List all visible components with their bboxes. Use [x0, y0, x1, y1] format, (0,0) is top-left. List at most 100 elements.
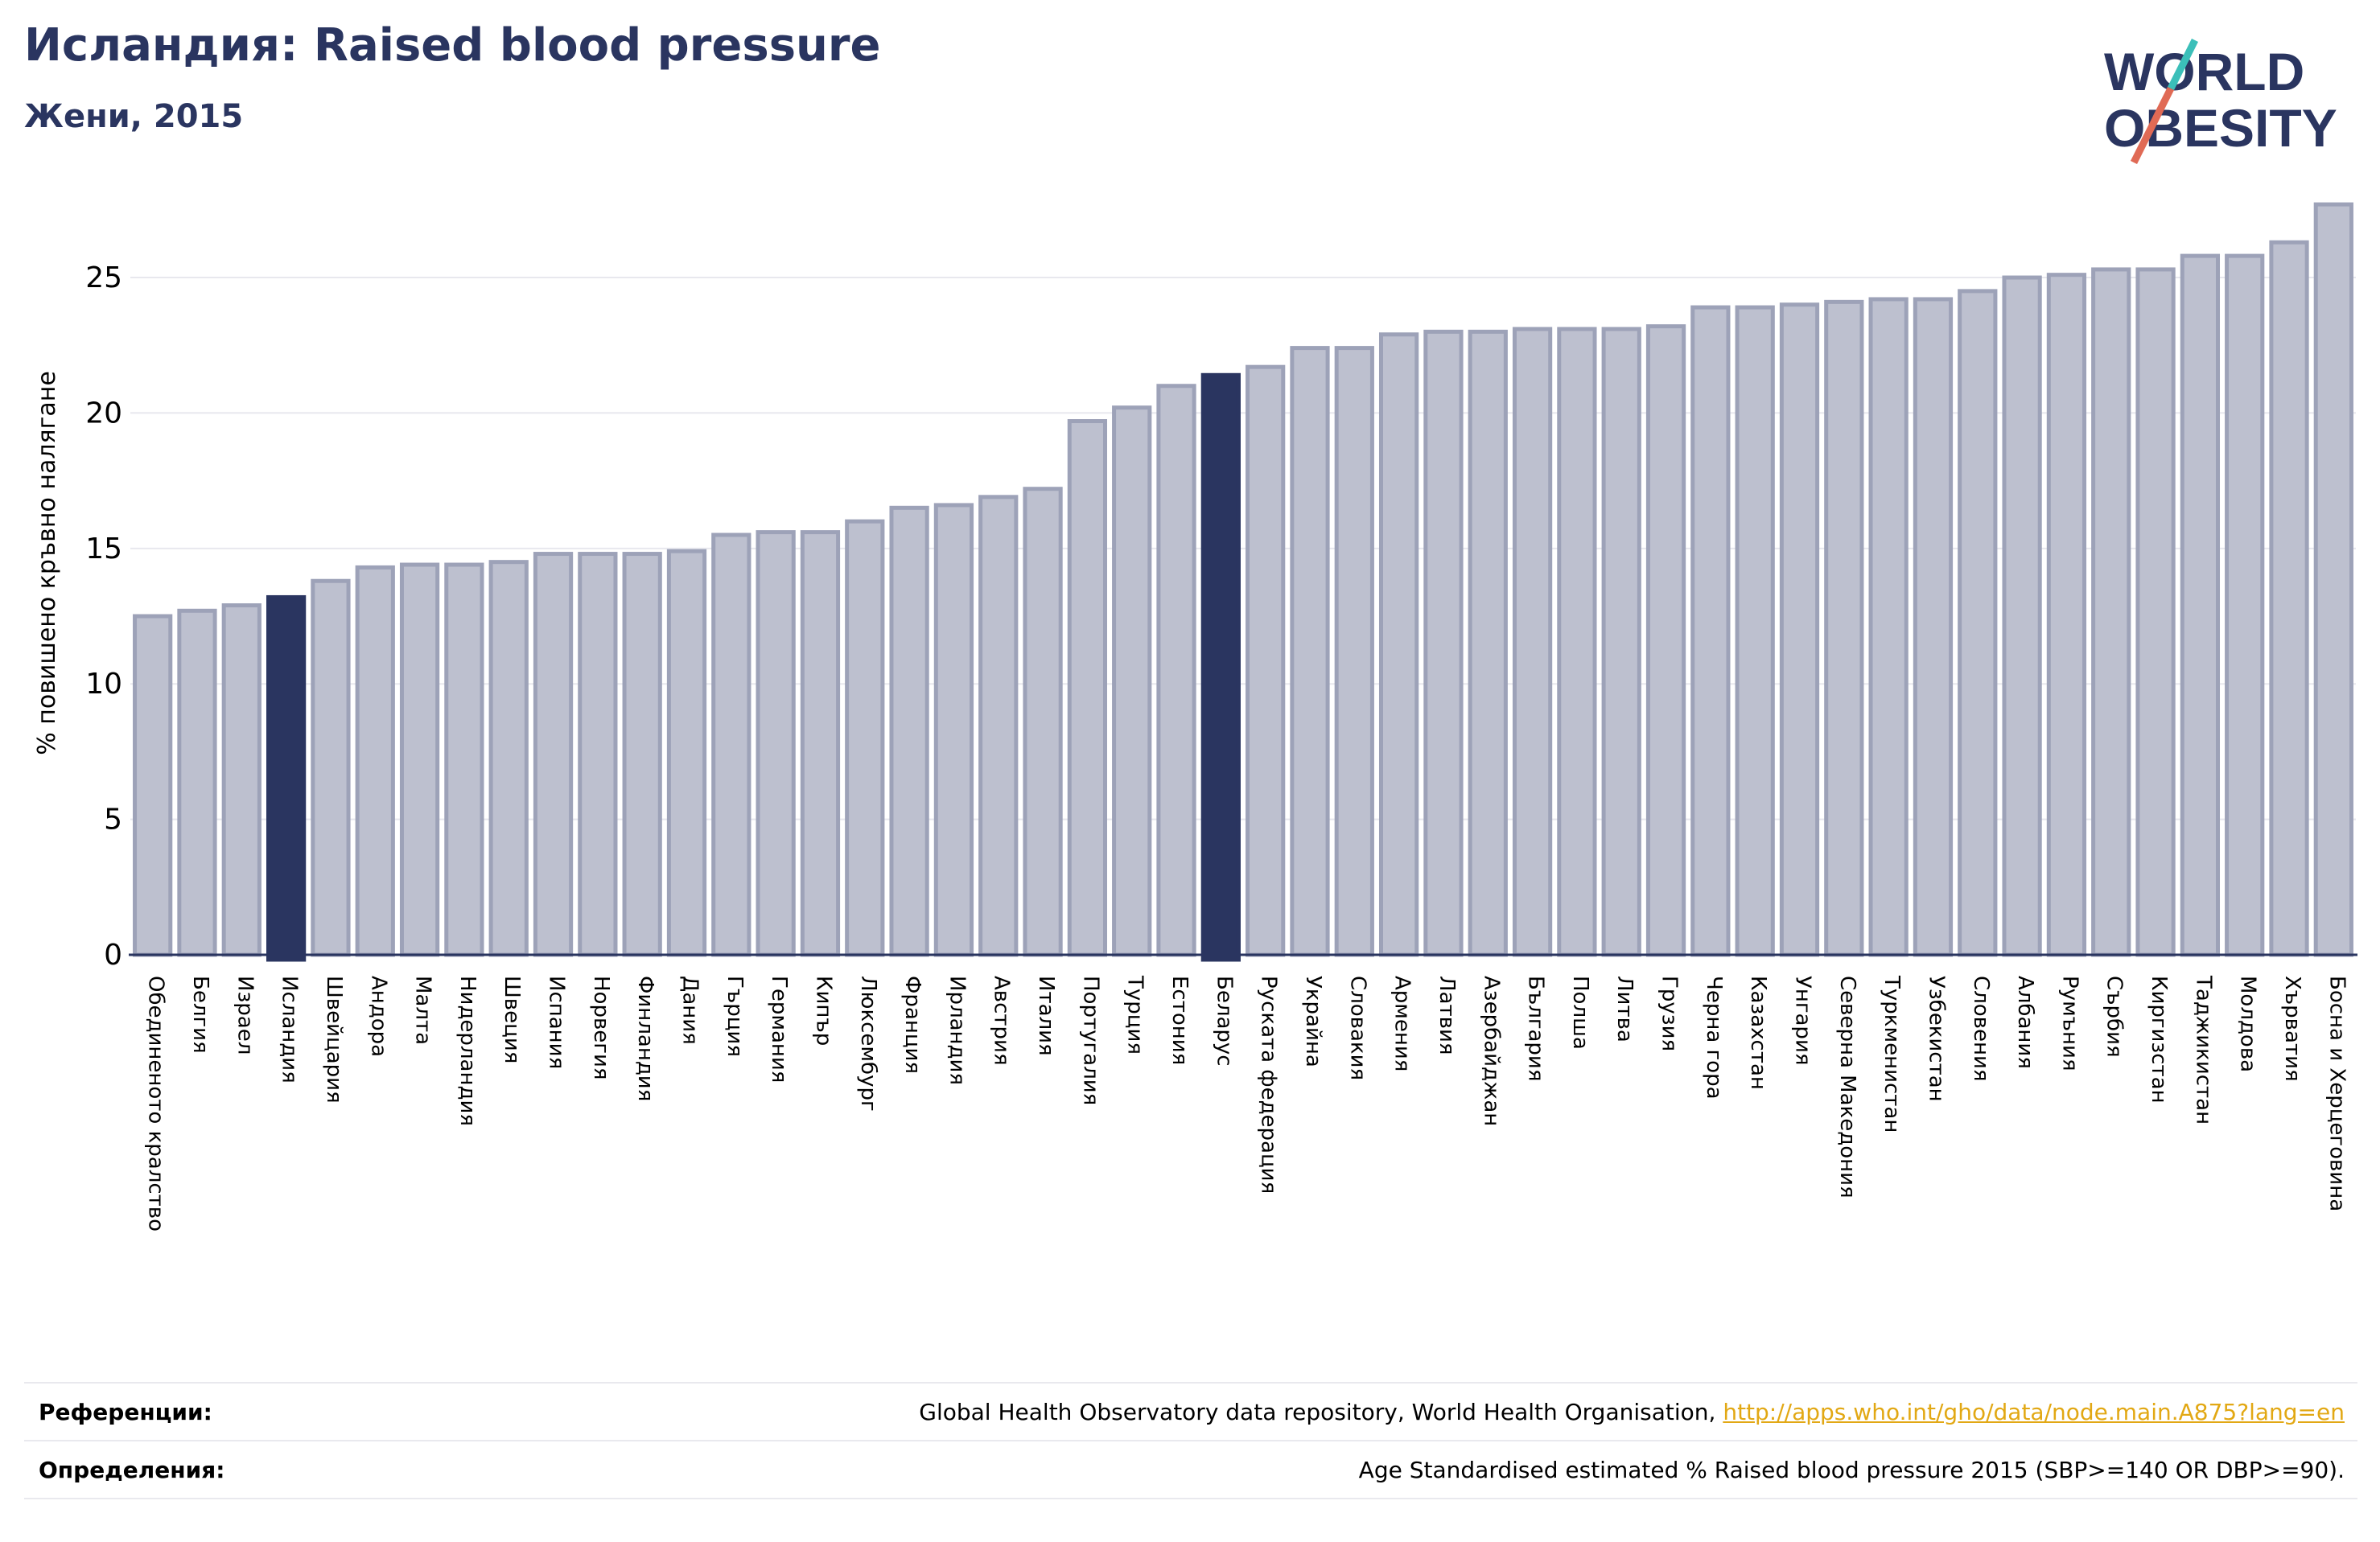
x-tick-label: Беларус [1212, 976, 1236, 1067]
bar [1868, 297, 1909, 957]
world-obesity-logo: WORLD OBESITY [2104, 38, 2337, 165]
y-tick-label: 20 [85, 397, 122, 430]
x-tick-label: Белгия [188, 976, 212, 1054]
x-tick-label: Малта [411, 976, 435, 1045]
bar [756, 530, 796, 957]
x-tick-label: Узбекистан [1924, 976, 1948, 1102]
x-tick-label: Германия [767, 976, 791, 1083]
bar [1958, 289, 1998, 957]
bar [622, 552, 662, 957]
y-tick-label: 5 [104, 804, 122, 837]
x-tick-label: Северна Македония [1835, 976, 1859, 1199]
x-tick-labels: Обединеното кралство Белгия Израел Исландия… [144, 975, 2349, 1232]
bar [1824, 299, 1864, 957]
bar [578, 552, 618, 957]
x-tick-label: Словакия [1345, 976, 1369, 1080]
x-tick-label: Грузия [1657, 976, 1682, 1051]
bar [711, 533, 751, 957]
x-tick-label: Албания [2013, 976, 2037, 1069]
x-tick-label: Израел [233, 976, 257, 1055]
bar [2225, 253, 2265, 957]
y-tick-label: 10 [85, 668, 122, 701]
bar [1468, 329, 1508, 957]
x-tick-label: Руската федерация [1257, 976, 1281, 1194]
logo-slash-teal [2167, 38, 2199, 91]
bar [1601, 327, 1641, 957]
bar [399, 562, 440, 957]
bar [800, 530, 841, 957]
y-tick-label: 0 [104, 939, 122, 972]
page-title: Исландия: Raised blood pressure [24, 19, 881, 72]
bar [133, 614, 173, 957]
bar [2269, 240, 2309, 957]
bar [177, 608, 217, 957]
bar [1735, 305, 1775, 957]
definitions-row: Определения: Age Standardised estimated … [24, 1440, 2357, 1499]
x-tick-label: Полша [1568, 976, 1592, 1050]
bar [355, 565, 395, 957]
bar [1334, 346, 1374, 957]
x-tick-label: Андора [366, 976, 390, 1057]
definitions-value: Age Standardised estimated % Raised bloo… [1358, 1456, 2345, 1483]
bar [1246, 364, 1286, 957]
x-tick-label: Азербайджан [1479, 976, 1503, 1126]
x-tick-label: Казахстан [1746, 976, 1770, 1090]
x-tick-label: Португалия [1078, 976, 1102, 1105]
y-tick-label: 25 [85, 261, 122, 294]
x-tick-label: Австрия [990, 976, 1014, 1066]
logo-slash-red [2130, 86, 2175, 165]
x-tick-label: Туркменистан [1880, 975, 1904, 1133]
logo-line1: WORLD [2104, 42, 2304, 101]
references-link[interactable]: http://apps.who.int/gho/data/node.main.A… [1723, 1398, 2345, 1425]
bar [1156, 384, 1196, 957]
bar [1557, 327, 1597, 957]
x-tick-label: Швейцария [322, 976, 346, 1104]
bar [2135, 267, 2176, 957]
bar [2046, 273, 2087, 957]
x-tick-label: Естония [1167, 976, 1192, 1065]
y-tick-label: 15 [85, 533, 122, 565]
x-tick-label: България [1524, 976, 1548, 1081]
x-tick-label: Швеция [500, 976, 524, 1063]
reference-table: Референции: Global Health Observatory da… [24, 1382, 2357, 1499]
x-tick-label: Турция [1123, 975, 1147, 1055]
x-tick-label: Италия [1034, 976, 1058, 1056]
x-tick-label: Румъния [2057, 976, 2081, 1071]
x-tick-label: Черна гора [1702, 976, 1726, 1100]
bar [1378, 332, 1419, 957]
x-tick-label: Литва [1612, 976, 1637, 1042]
bar [666, 549, 707, 957]
bar [221, 603, 261, 957]
bar [533, 552, 574, 957]
x-tick-label: Норвегия [589, 976, 613, 1079]
bar [1645, 324, 1686, 957]
bar [1200, 372, 1241, 962]
bar [2091, 267, 2131, 957]
references-text: Global Health Observatory data repositor… [919, 1398, 1723, 1425]
bar [889, 505, 929, 957]
bar [1067, 419, 1108, 957]
bar [933, 503, 974, 957]
x-tick-label: Таджикистан [2191, 975, 2215, 1125]
x-tick-label: Латвия [1435, 976, 1459, 1055]
bar [1023, 487, 1063, 957]
bar [1290, 346, 1330, 957]
y-tick-labels: 0 5 10 15 20 25 [85, 261, 122, 972]
x-tick-label: Хърватия [2280, 976, 2304, 1082]
definitions-label: Определения: [39, 1456, 225, 1483]
x-tick-label: Финландия [633, 976, 657, 1101]
x-tick-label: Молдова [2236, 976, 2260, 1072]
x-tick-label: Киргизстан [2147, 976, 2171, 1104]
bar [311, 578, 351, 957]
bar [488, 560, 529, 957]
x-tick-label: Словения [1969, 976, 1993, 1082]
x-tick-label: Украйна [1301, 976, 1325, 1067]
x-tick-label: Армения [1390, 976, 1414, 1071]
references-label: Референции: [39, 1398, 212, 1425]
references-value: Global Health Observatory data repositor… [919, 1399, 2357, 1425]
x-tick-label: Обединеното кралство [144, 976, 168, 1232]
x-tick-label: Гърция [723, 976, 747, 1057]
bars [133, 202, 2353, 962]
y-axis-label: % повишено кръвно налягане [33, 371, 61, 755]
x-tick-label: Исландия [278, 976, 302, 1084]
